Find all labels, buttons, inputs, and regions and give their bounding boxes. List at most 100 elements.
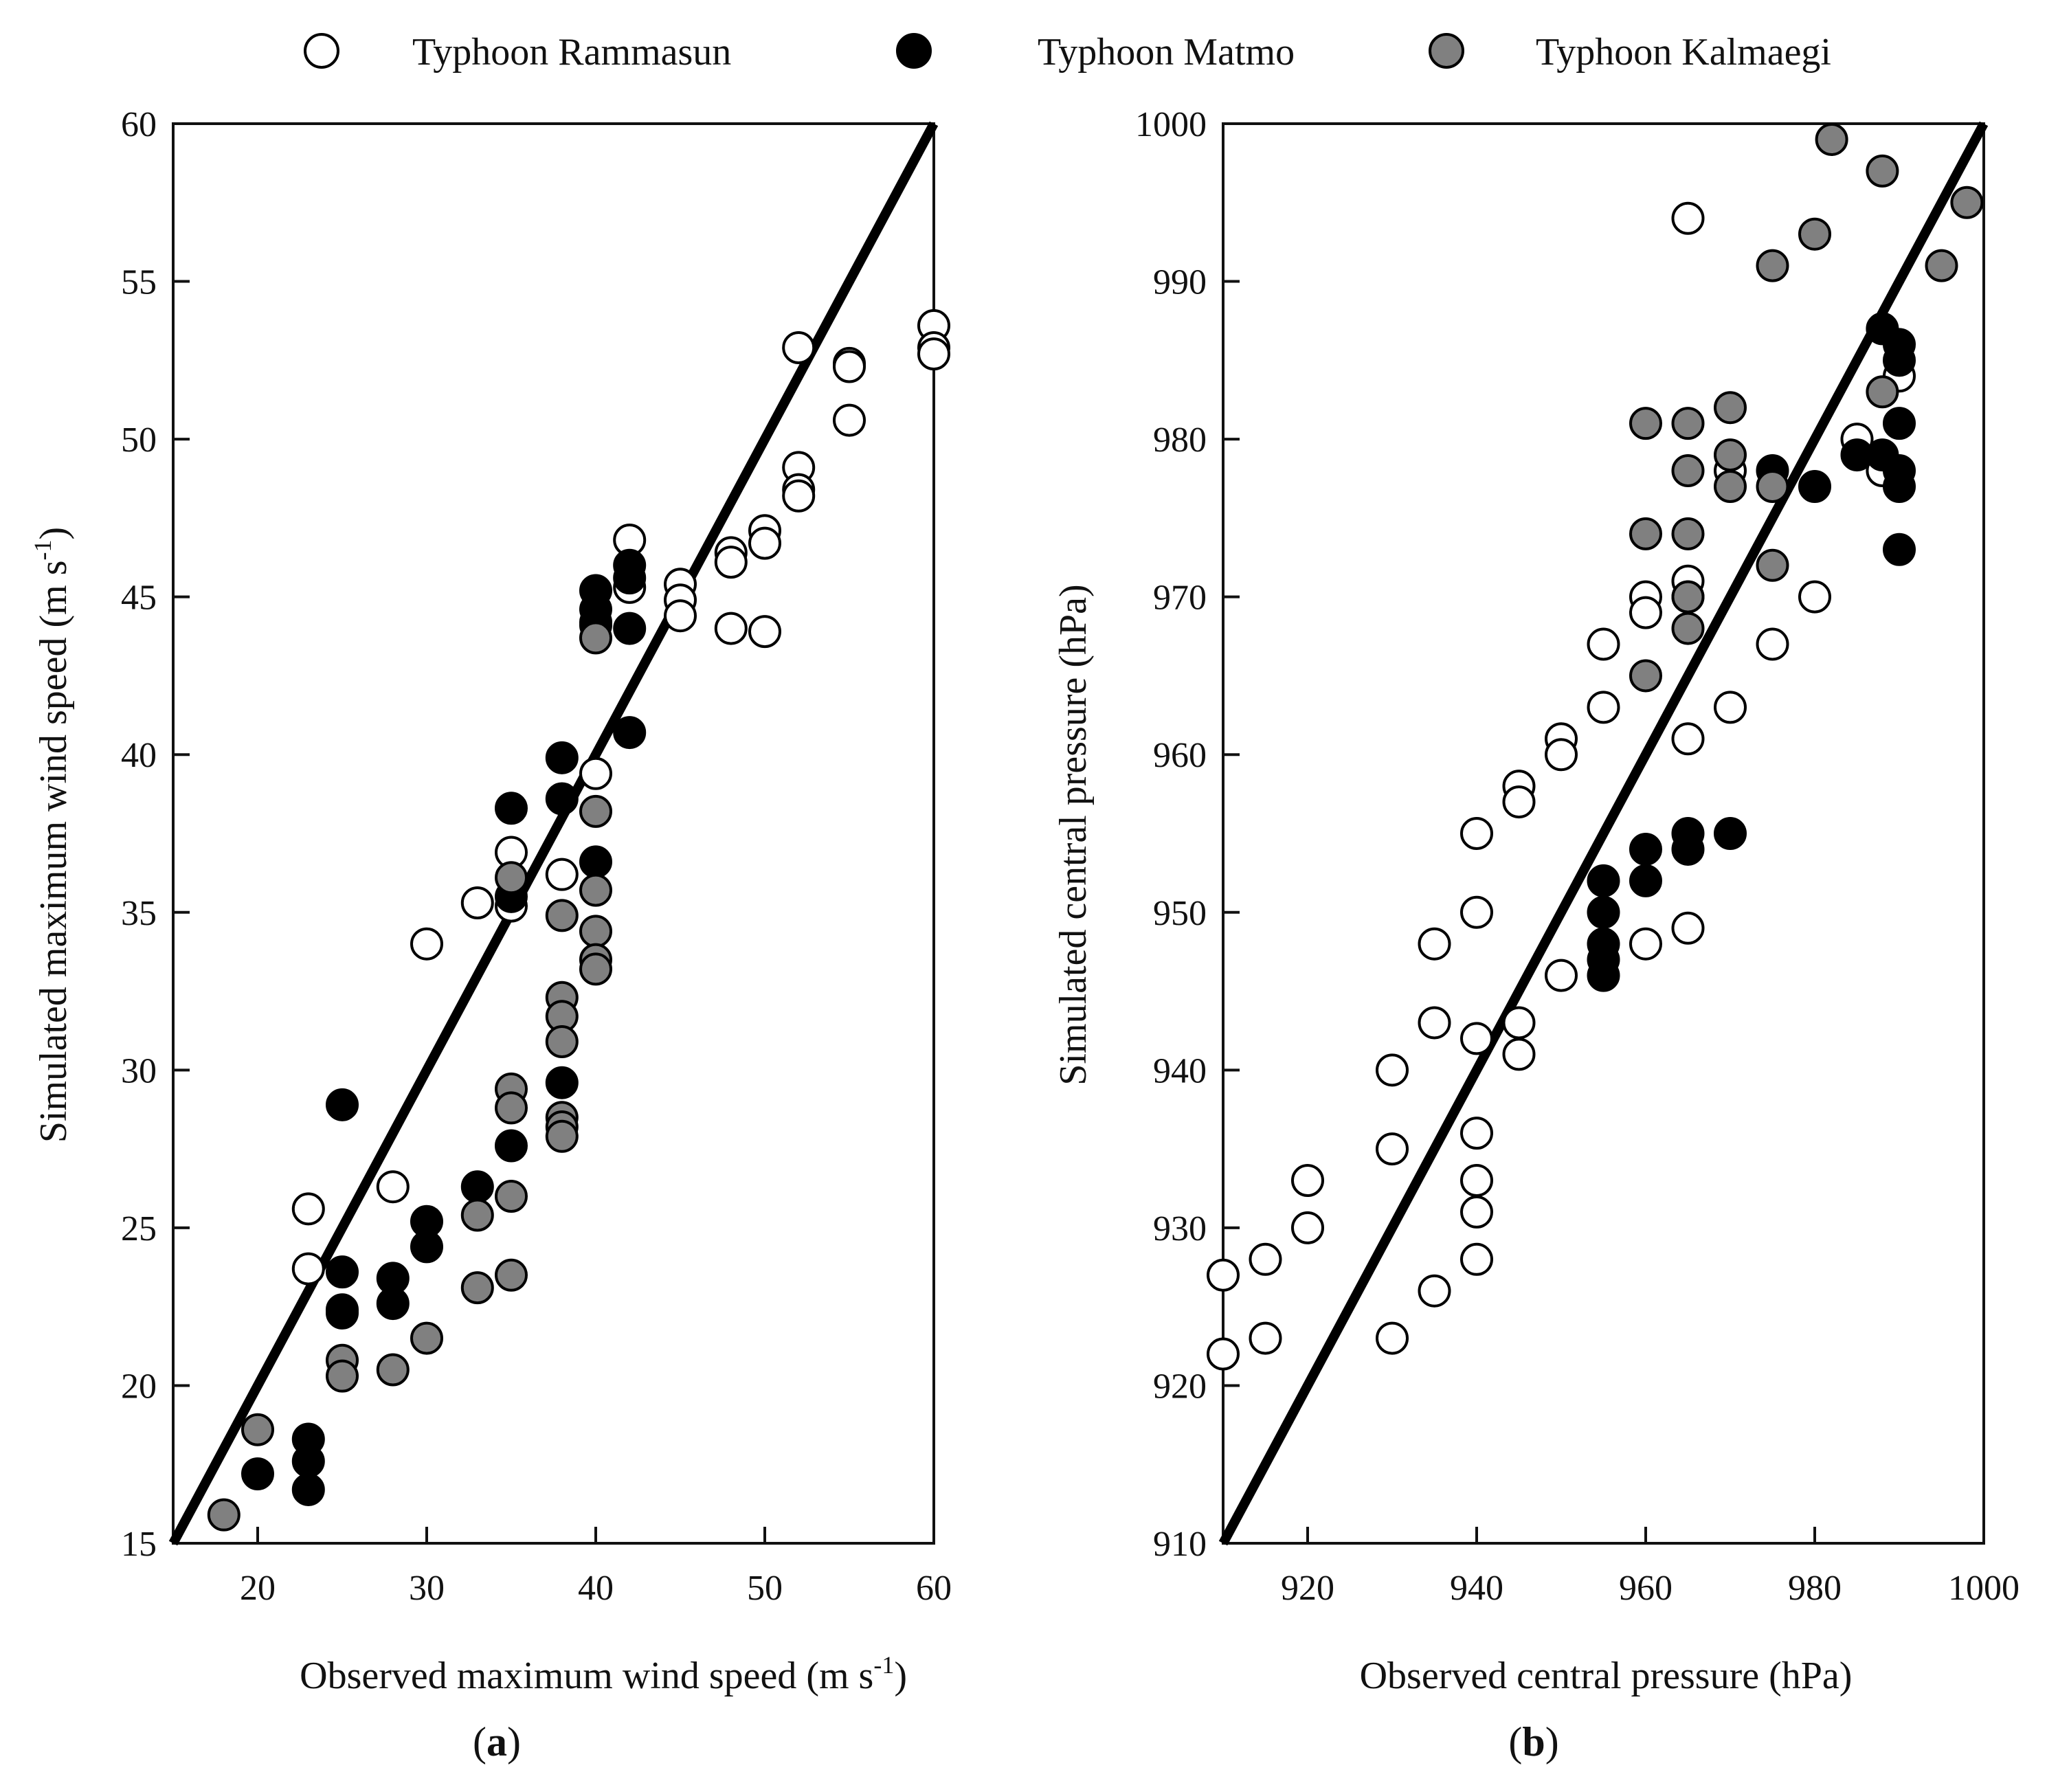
panel-b-y-tick-label: 980: [1153, 421, 1207, 460]
panel-b-point-typhoon-rammasun: [1291, 1211, 1324, 1244]
panel-a-point-typhoon-kalmaegi: [495, 1179, 528, 1213]
panel-b-point-typhoon-matmo: [1587, 959, 1620, 992]
panel-a-point-typhoon-matmo: [495, 792, 528, 825]
panel-a-point-typhoon-rammasun: [664, 599, 697, 633]
panel-b-point-typhoon-rammasun: [1714, 691, 1747, 724]
panel-a-point-typhoon-kalmaegi: [495, 1258, 528, 1292]
panel-b-point-typhoon-rammasun: [1460, 1195, 1493, 1229]
panel-b-point-typhoon-rammasun: [1545, 959, 1578, 992]
panel-a-point-typhoon-kalmaegi: [545, 1025, 579, 1059]
panel-a-point-typhoon-kalmaegi: [460, 1198, 494, 1232]
panel-b-point-typhoon-rammasun: [1587, 627, 1620, 661]
panel-b-point-typhoon-rammasun: [1418, 927, 1451, 961]
panel-a-one-to-one-line: [168, 121, 939, 1546]
panel-a-y-axis-closing-paren: ): [32, 527, 75, 540]
panel-a-x-axis-closing-paren: ): [894, 1655, 907, 1697]
panel-b-y-tick-label: 990: [1153, 263, 1207, 302]
panel-a-point-typhoon-matmo: [326, 1255, 359, 1289]
panel-a-point-typhoon-matmo: [613, 716, 647, 750]
panel-b-point-typhoon-matmo: [1587, 864, 1620, 897]
panel-a-y-tick-label: 60: [121, 105, 157, 144]
panel-b-point-typhoon-kalmaegi: [1671, 407, 1705, 440]
panel-b-point-typhoon-rammasun: [1502, 1006, 1536, 1040]
panel-a-letter: a: [486, 1719, 507, 1765]
panel-b-point-typhoon-kalmaegi: [1671, 454, 1705, 488]
panel-b-y-ticks: 910 920 930 940 950 960 970 980 990 1000: [1135, 105, 1240, 1564]
legend-label-rammasun: Typhoon Rammasun: [412, 31, 731, 74]
panel-b-point-typhoon-rammasun: [1376, 1053, 1409, 1087]
panel-a-point-typhoon-matmo: [291, 1472, 325, 1506]
panel-a-y-tick-label: 45: [121, 579, 157, 618]
panel-b: 920 940 960 980 1000 910 920 930 940 950 960 970 98…: [1052, 105, 2020, 1765]
panel-a-point-typhoon-rammasun: [833, 350, 866, 383]
panel-a-point-typhoon-kalmaegi: [241, 1413, 274, 1446]
panel-a-y-ticks: 15 20 25 30 35 40 45 50 55 60: [121, 105, 190, 1564]
panel-a-point-typhoon-matmo: [545, 741, 579, 774]
panel-b-point-typhoon-matmo: [1714, 817, 1747, 850]
panel-a-y-tick-label: 35: [121, 894, 157, 933]
panel-b-point-typhoon-kalmaegi: [1756, 249, 1789, 282]
panel-a-point-typhoon-rammasun: [460, 886, 494, 920]
panel-a-x-tick-label: 40: [578, 1569, 614, 1608]
panel-a-point-typhoon-rammasun: [291, 1252, 325, 1286]
panel-a-point-typhoon-rammasun: [376, 1170, 410, 1204]
panel-a-point-typhoon-rammasun: [782, 479, 816, 513]
panel-a-y-tick-label: 50: [121, 421, 157, 460]
panel-b-point-typhoon-rammasun: [1207, 1337, 1240, 1371]
panel-a-point-typhoon-matmo: [545, 1066, 579, 1099]
panel-a-y-axis-title-text: Simulated maximum wind speed (m s: [32, 560, 75, 1143]
panel-b-y-tick-label: 950: [1153, 894, 1207, 933]
panel-b-y-axis-title: Simulated central pressure (hPa): [1052, 584, 1095, 1085]
panel-b-point-typhoon-rammasun: [1502, 1038, 1536, 1071]
panel-b-y-tick-label: 920: [1153, 1367, 1207, 1406]
legend-marker-rammasun: [304, 33, 339, 69]
panel-a-point-typhoon-matmo: [460, 1170, 494, 1204]
panel-a-point-typhoon-kalmaegi: [545, 1119, 579, 1153]
panel-b-point-typhoon-rammasun: [1376, 1321, 1409, 1355]
panel-b-y-tick-label: 930: [1153, 1209, 1207, 1248]
panel-b-plot-frame: [1222, 122, 1985, 1545]
panel-a-x-tick-label: 30: [409, 1569, 445, 1608]
panel-b-y-tick-label: 970: [1153, 579, 1207, 618]
panel-a-y-axis-title: Simulated maximum wind speed (m s-1): [29, 527, 75, 1143]
panel-b-point-typhoon-rammasun: [1460, 1022, 1493, 1055]
panel-a-point-typhoon-rammasun: [579, 757, 612, 790]
panel-b-point-typhoon-kalmaegi: [1798, 217, 1831, 251]
panel-a-point-typhoon-kalmaegi: [579, 873, 612, 907]
panel-b-point-typhoon-kalmaegi: [1714, 438, 1747, 472]
panel-a-point-typhoon-kalmaegi: [545, 899, 579, 932]
panel-a-y-tick-label: 55: [121, 263, 157, 302]
panel-b-point-typhoon-rammasun: [1671, 201, 1705, 235]
panel-b-point-typhoon-rammasun: [1671, 722, 1705, 756]
panel-a-point-typhoon-kalmaegi: [207, 1498, 241, 1532]
panel-b-y-tick-label: 960: [1153, 736, 1207, 775]
panel-b-point-typhoon-kalmaegi: [1714, 469, 1747, 503]
panel-a-x-tick-label: 20: [240, 1569, 276, 1608]
panel-b-point-typhoon-rammasun: [1460, 817, 1493, 850]
legend-marker-kalmaegi: [1429, 33, 1464, 69]
panel-a-point-typhoon-matmo: [613, 561, 647, 595]
panel-a-point-typhoon-matmo: [376, 1287, 410, 1321]
panel-b-point-typhoon-rammasun: [1798, 580, 1831, 614]
panel-a-point-typhoon-rammasun: [833, 403, 866, 437]
panel-b-point-typhoon-rammasun: [1460, 1242, 1493, 1276]
panel-b-point-typhoon-matmo: [1629, 832, 1662, 866]
panel-a-point-typhoon-matmo: [613, 612, 647, 645]
panel-b-x-tick-label: 960: [1619, 1569, 1673, 1608]
panel-b-point-typhoon-kalmaegi: [1629, 659, 1662, 693]
panel-a-y-axis-unit-superscript: -1: [29, 539, 56, 560]
panel-a-point-typhoon-rammasun: [291, 1192, 325, 1226]
panel-a-point-typhoon-kalmaegi: [579, 915, 612, 948]
panel-a-x-tick-label: 50: [747, 1569, 783, 1608]
panel-a-y-tick-label: 30: [121, 1051, 157, 1090]
panel-a-y-tick-label: 40: [121, 736, 157, 775]
panel-b-point-typhoon-kalmaegi: [1866, 154, 1899, 188]
panel-a-point-typhoon-rammasun: [714, 546, 748, 579]
panel-a-point-typhoon-matmo: [545, 782, 579, 816]
panel-a-point-typhoon-matmo: [410, 1230, 443, 1264]
panel-a-point-typhoon-kalmaegi: [579, 621, 612, 655]
panel-b-point-typhoon-rammasun: [1207, 1258, 1240, 1292]
panel-b-x-axis-title: Observed central pressure (hPa): [1360, 1655, 1853, 1697]
panel-b-point-typhoon-rammasun: [1629, 596, 1662, 629]
panel-b-point-typhoon-rammasun: [1418, 1274, 1451, 1308]
